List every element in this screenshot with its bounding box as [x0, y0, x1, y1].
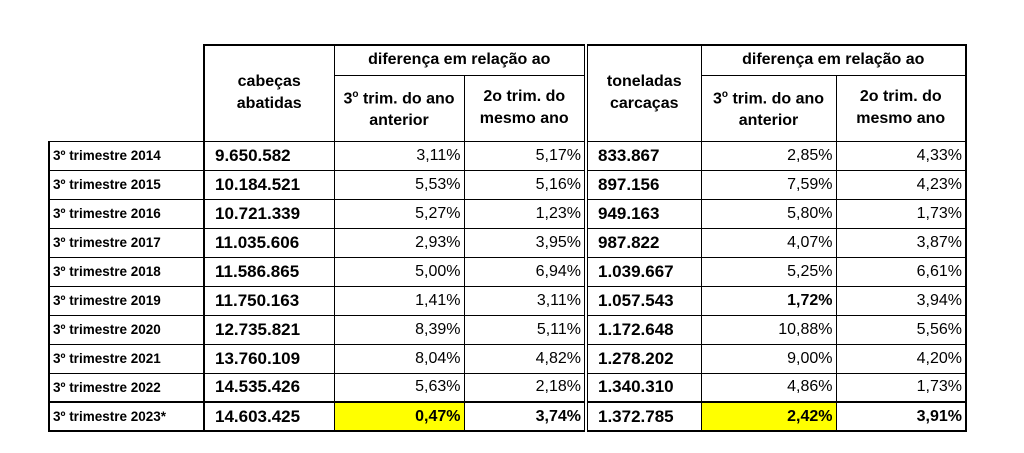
- pct-cell: 3,74%: [463, 401, 587, 432]
- column-header: toneladas carcaças: [584, 44, 702, 142]
- row-label: 3º trimestre 2021: [48, 343, 205, 374]
- pct-cell: 1,23%: [463, 198, 587, 229]
- pct-cell: 3,11%: [333, 140, 465, 171]
- tons-cell: 1.172.648: [584, 314, 702, 345]
- corner: [49, 45, 205, 142]
- heads-cell: 12.735.821: [203, 314, 335, 345]
- tons-cell: 1.372.785: [584, 401, 702, 432]
- table-body: 3º trimestre 2014 9.650.582 3,11% 5,17% 833.…: [48, 140, 967, 432]
- tons-cell: 1.039.667: [584, 256, 702, 287]
- pct-cell: 3,11%: [463, 285, 587, 316]
- row-label: 3º trimestre 2018: [48, 256, 205, 287]
- column-header: cabeças abatidas: [203, 44, 335, 142]
- tons-cell: 1.057.543: [584, 285, 702, 316]
- pct-cell: 1,73%: [835, 198, 967, 229]
- pct-cell: 9,00%: [700, 343, 837, 374]
- pct-cell: 7,59%: [700, 169, 837, 200]
- heads-cell: 14.535.426: [203, 372, 335, 403]
- heads-cell: 14.603.425: [203, 401, 335, 432]
- heads-cell: 10.721.339: [203, 198, 335, 229]
- group-header: diferença em relação ao: [333, 44, 587, 76]
- column-header: 3o trim. do ano anterior: [333, 74, 465, 142]
- row-label: 3º trimestre 2022: [48, 372, 205, 403]
- pct-cell: 5,16%: [463, 169, 587, 200]
- header-text: trim. do ano anterior: [732, 90, 825, 130]
- pct-cell: 5,27%: [333, 198, 465, 229]
- header-text: 3: [712, 90, 722, 108]
- pct-cell: 2,93%: [333, 227, 465, 258]
- pct-cell: 5,17%: [463, 140, 587, 171]
- heads-cell: 11.586.865: [203, 256, 335, 287]
- column-header: 2o trim. do mesmo ano: [835, 74, 967, 142]
- column-header: 3o trim. do ano anterior: [700, 74, 837, 142]
- heads-cell: 11.750.163: [203, 285, 335, 316]
- header-text: 3: [343, 90, 353, 108]
- table-row: 3º trimestre 2020 12.735.821 8,39% 5,11% 1.1…: [48, 314, 967, 345]
- column-header: 2o trim. do mesmo ano: [463, 74, 587, 142]
- tons-cell: 987.822: [584, 227, 702, 258]
- pct-cell: 8,39%: [333, 314, 465, 345]
- data-table: cabeças abatidas diferença em relação ao…: [48, 44, 967, 432]
- pct-cell: 4,20%: [835, 343, 967, 374]
- row-label: 3º trimestre 2019: [48, 285, 205, 316]
- group-header: diferença em relação ao: [700, 44, 967, 76]
- pct-cell: 5,53%: [333, 169, 465, 200]
- pct-cell: 4,86%: [700, 372, 837, 403]
- heads-cell: 10.184.521: [203, 169, 335, 200]
- pct-cell: 3,87%: [835, 227, 967, 258]
- heads-cell: 13.760.109: [203, 343, 335, 374]
- tons-cell: 897.156: [584, 169, 702, 200]
- heads-cell: 9.650.582: [203, 140, 335, 171]
- row-label: 3º trimestre 2023*: [48, 401, 205, 432]
- table-row: 3º trimestre 2014 9.650.582 3,11% 5,17% 833.…: [48, 140, 967, 171]
- header-text: trim. do ano anterior: [362, 90, 455, 130]
- pct-cell: 5,56%: [835, 314, 967, 345]
- table-row: 3º trimestre 2017 11.035.606 2,93% 3,95% 987…: [48, 227, 967, 258]
- tons-cell: 1.340.310: [584, 372, 702, 403]
- pct-cell: 6,61%: [835, 256, 967, 287]
- tons-cell: 949.163: [584, 198, 702, 229]
- table-row: 3º trimestre 2015 10.184.521 5,53% 5,16% 897…: [48, 169, 967, 200]
- header-sup: o: [721, 88, 728, 100]
- pct-cell: 4,33%: [835, 140, 967, 171]
- pct-cell: 3,94%: [835, 285, 967, 316]
- pct-cell: 2,18%: [463, 372, 587, 403]
- pct-cell: 3,91%: [835, 401, 967, 432]
- row-label: 3º trimestre 2016: [48, 198, 205, 229]
- pct-cell: 5,00%: [333, 256, 465, 287]
- pct-cell: 10,88%: [700, 314, 837, 345]
- header-sup: o: [352, 88, 359, 100]
- row-label: 3º trimestre 2020: [48, 314, 205, 345]
- pct-cell: 2,42%: [700, 401, 837, 432]
- pct-cell: 5,63%: [333, 372, 465, 403]
- row-label: 3º trimestre 2015: [48, 169, 205, 200]
- pct-cell: 1,41%: [333, 285, 465, 316]
- pct-cell: 4,82%: [463, 343, 587, 374]
- table-row: 3º trimestre 2023* 14.603.425 0,47% 3,74% 1.…: [48, 401, 967, 432]
- table-row: 3º trimestre 2022 14.535.426 5,63% 2,18% 1.3…: [48, 372, 967, 403]
- pct-cell: 1,72%: [700, 285, 837, 316]
- pct-cell: 2,85%: [700, 140, 837, 171]
- pct-cell: 4,23%: [835, 169, 967, 200]
- pct-cell: 5,11%: [463, 314, 587, 345]
- table-row: 3º trimestre 2016 10.721.339 5,27% 1,23% 949…: [48, 198, 967, 229]
- heads-cell: 11.035.606: [203, 227, 335, 258]
- table-row: 3º trimestre 2019 11.750.163 1,41% 3,11% 1.0…: [48, 285, 967, 316]
- pct-cell: 5,80%: [700, 198, 837, 229]
- pct-cell: 6,94%: [463, 256, 587, 287]
- pct-cell: 1,73%: [835, 372, 967, 403]
- row-label: 3º trimestre 2014: [48, 140, 205, 171]
- row-label: 3º trimestre 2017: [48, 227, 205, 258]
- pct-cell: 5,25%: [700, 256, 837, 287]
- pct-cell: 8,04%: [333, 343, 465, 374]
- pct-cell: 3,95%: [463, 227, 587, 258]
- tons-cell: 833.867: [584, 140, 702, 171]
- table-row: 3º trimestre 2018 11.586.865 5,00% 6,94% 1.0…: [48, 256, 967, 287]
- pct-cell: 0,47%: [333, 401, 465, 432]
- tons-cell: 1.278.202: [584, 343, 702, 374]
- table-row: 3º trimestre 2021 13.760.109 8,04% 4,82% 1.2…: [48, 343, 967, 374]
- pct-cell: 4,07%: [700, 227, 837, 258]
